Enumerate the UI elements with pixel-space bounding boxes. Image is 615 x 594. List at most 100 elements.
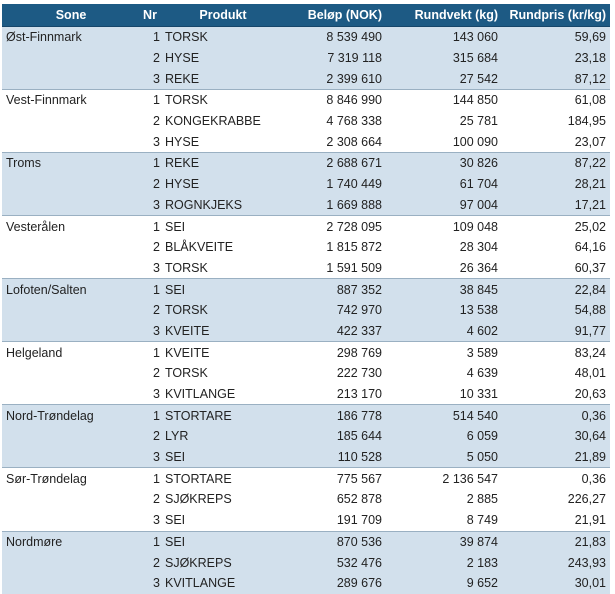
cell-rundpris: 23,18 <box>574 51 606 66</box>
cell-belop: 8 846 990 <box>326 93 382 108</box>
cell-rundvekt: 8 749 <box>466 513 498 528</box>
cell-produkt: HYSE <box>165 51 200 66</box>
table-row: 3 SEI 110 528 5 050 21,89 <box>2 447 610 468</box>
cell-belop: 1 815 872 <box>326 240 382 255</box>
cell-nr: 2 <box>153 114 160 129</box>
zone-group: Lofoten/Salten 1 SEI 887 352 38 845 22,84 2 TOR… <box>2 279 610 343</box>
cell-rundvekt: 30 826 <box>459 156 498 171</box>
header-produkt: Produkt <box>199 8 247 22</box>
table-row: Øst-Finnmark 1 TORSK 8 539 490 143 060 59,69 <box>2 27 610 48</box>
cell-rundvekt: 6 059 <box>466 429 498 444</box>
cell-rundvekt: 27 542 <box>459 71 498 86</box>
cell-rundpris: 28,21 <box>574 177 606 192</box>
cell-rundvekt: 28 304 <box>459 240 498 255</box>
cell-belop: 2 728 095 <box>326 219 382 234</box>
cell-rundpris: 22,84 <box>574 282 606 297</box>
cell-produkt: KVEITE <box>165 345 210 360</box>
zone-group: Sør-Trøndelag 1 STORTARE 775 567 2 136 547 0,… <box>2 468 610 532</box>
cell-produkt: KVEITE <box>165 323 210 338</box>
table-row: Vesterålen 1 SEI 2 728 095 109 048 25,02 <box>2 216 610 237</box>
cell-belop: 8 539 490 <box>326 30 382 45</box>
cell-belop: 2 399 610 <box>326 71 382 86</box>
zone-group: Nord-Trøndelag 1 STORTARE 186 778 514 540 0,3… <box>2 405 610 469</box>
cell-rundpris: 21,83 <box>574 534 606 549</box>
cell-sone: Øst-Finnmark <box>6 30 82 45</box>
cell-nr: 3 <box>153 197 160 212</box>
cell-produkt: TORSK <box>165 30 208 45</box>
table-row: 3 KVITLANGE 213 170 10 331 20,63 <box>2 384 610 405</box>
table-row: 2 TORSK 742 970 13 538 54,88 <box>2 300 610 321</box>
cell-belop: 4 768 338 <box>326 114 382 129</box>
table-row: Lofoten/Salten 1 SEI 887 352 38 845 22,84 <box>2 279 610 300</box>
table-row: Helgeland 1 KVEITE 298 769 3 589 83,24 <box>2 342 610 363</box>
cell-produkt: SEI <box>165 219 186 234</box>
header-rundpris: Rundpris (kr/kg) <box>509 8 606 22</box>
cell-rundpris: 243,93 <box>567 555 606 570</box>
cell-belop: 422 337 <box>336 323 382 338</box>
cell-rundpris: 30,01 <box>574 576 606 591</box>
cell-produkt: TORSK <box>165 93 208 108</box>
cell-nr: 2 <box>153 492 160 507</box>
cell-nr: 2 <box>153 366 160 381</box>
cell-rundpris: 54,88 <box>574 303 606 318</box>
zone-group: Helgeland 1 KVEITE 298 769 3 589 83,24 2 TORSK 2… <box>2 342 610 406</box>
cell-produkt: SEI <box>165 513 186 528</box>
table-row: 2 SJØKREPS 532 476 2 183 243,93 <box>2 552 610 573</box>
cell-rundvekt: 144 850 <box>452 93 498 108</box>
header-rundvekt: Rundvekt (kg) <box>414 8 498 22</box>
cell-rundpris: 25,02 <box>574 219 606 234</box>
cell-rundvekt: 2 885 <box>466 492 498 507</box>
cell-nr: 2 <box>153 303 160 318</box>
cell-rundvekt: 2 136 547 <box>442 471 498 486</box>
zone-group: Nordmøre 1 SEI 870 536 39 874 21,83 2 SJØKREPS 5… <box>2 531 610 594</box>
cell-sone: Troms <box>6 156 41 171</box>
cell-nr: 3 <box>153 260 160 275</box>
cell-rundvekt: 10 331 <box>459 387 498 402</box>
cell-produkt: TORSK <box>165 260 208 275</box>
cell-rundvekt: 109 048 <box>452 219 498 234</box>
cell-produkt: SJØKREPS <box>165 555 232 570</box>
table-row: 3 ROGNKJEKS 1 669 888 97 004 17,21 <box>2 195 610 216</box>
cell-belop: 191 709 <box>336 513 382 528</box>
cell-rundpris: 83,24 <box>574 345 606 360</box>
cell-rundvekt: 514 540 <box>452 408 498 423</box>
cell-nr: 1 <box>153 156 160 171</box>
cell-belop: 185 644 <box>336 429 382 444</box>
cell-rundpris: 87,12 <box>574 71 606 86</box>
zone-group: Troms 1 REKE 2 688 671 30 826 87,22 2 HYSE 1 740… <box>2 153 610 217</box>
table-row: 3 REKE 2 399 610 27 542 87,12 <box>2 68 610 89</box>
cell-rundpris: 21,89 <box>574 450 606 465</box>
cell-rundpris: 0,36 <box>581 471 606 486</box>
cell-produkt: HYSE <box>165 177 200 192</box>
table-body: Øst-Finnmark 1 TORSK 8 539 490 143 060 59,69 2… <box>2 27 610 594</box>
cell-rundvekt: 4 639 <box>466 366 498 381</box>
cell-belop: 1 740 449 <box>326 177 382 192</box>
table-row: Sør-Trøndelag 1 STORTARE 775 567 2 136 547 0,… <box>2 468 610 489</box>
cell-rundpris: 23,07 <box>574 134 606 149</box>
cell-produkt: STORTARE <box>165 471 232 486</box>
cell-belop: 2 688 671 <box>326 156 382 171</box>
cell-nr: 3 <box>153 71 160 86</box>
header-sone: Sone <box>55 8 87 22</box>
cell-nr: 2 <box>153 555 160 570</box>
cell-produkt: HYSE <box>165 134 200 149</box>
cell-produkt: REKE <box>165 71 200 86</box>
cell-rundvekt: 26 364 <box>459 260 498 275</box>
cell-rundvekt: 13 538 <box>459 303 498 318</box>
cell-produkt: SEI <box>165 534 186 549</box>
cell-nr: 3 <box>153 450 160 465</box>
cell-rundpris: 59,69 <box>574 30 606 45</box>
cell-nr: 3 <box>153 576 160 591</box>
cell-rundvekt: 97 004 <box>459 197 498 212</box>
catch-table: Sone Nr Produkt Beløp (NOK) Rundvekt (kg… <box>2 4 610 594</box>
zone-group: Øst-Finnmark 1 TORSK 8 539 490 143 060 59,69 2… <box>2 27 610 91</box>
table-header: Sone Nr Produkt Beløp (NOK) Rundvekt (kg… <box>2 4 610 27</box>
header-nr: Nr <box>143 8 157 22</box>
table-row: 3 TORSK 1 591 509 26 364 60,37 <box>2 258 610 279</box>
zone-group: Vest-Finnmark 1 TORSK 8 846 990 144 850 61,08… <box>2 90 610 154</box>
table-row: 2 TORSK 222 730 4 639 48,01 <box>2 363 610 384</box>
cell-produkt: TORSK <box>165 366 208 381</box>
cell-rundvekt: 100 090 <box>452 134 498 149</box>
cell-nr: 3 <box>153 513 160 528</box>
cell-produkt: ROGNKJEKS <box>165 197 243 212</box>
